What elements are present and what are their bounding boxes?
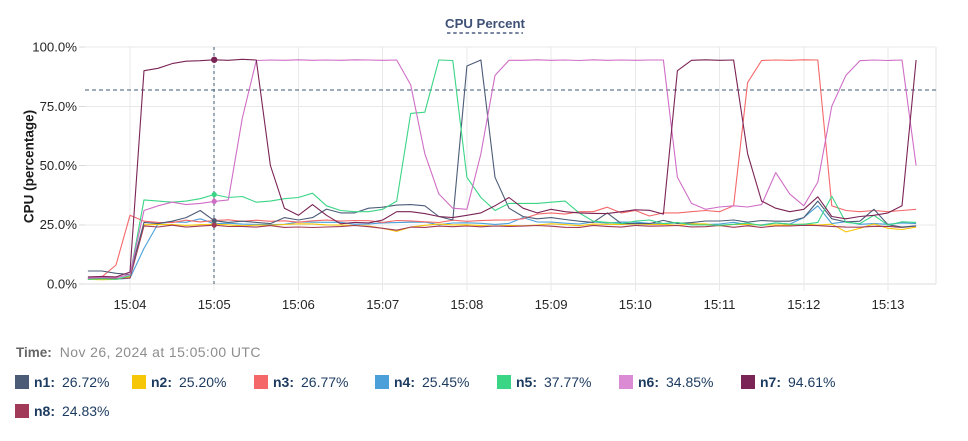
svg-text:15:09: 15:09 (535, 297, 568, 312)
svg-text:15:13: 15:13 (871, 297, 904, 312)
svg-text:15:10: 15:10 (619, 297, 652, 312)
svg-text:15:12: 15:12 (787, 297, 820, 312)
svg-text:75.0%: 75.0% (40, 99, 78, 114)
svg-text:CPU Percent: CPU Percent (445, 16, 525, 31)
svg-text:0.0%: 0.0% (47, 277, 77, 292)
svg-text:15:11: 15:11 (703, 297, 735, 312)
svg-text:15:06: 15:06 (282, 297, 315, 312)
svg-text:15:08: 15:08 (450, 297, 483, 312)
svg-text:CPU (percentage): CPU (percentage) (22, 110, 37, 223)
svg-text:15:04: 15:04 (113, 297, 146, 312)
svg-text:15:07: 15:07 (366, 297, 399, 312)
svg-text:100.0%: 100.0% (32, 40, 77, 55)
svg-text:15:05: 15:05 (198, 297, 231, 312)
svg-text:25.0%: 25.0% (40, 217, 78, 232)
svg-text:50.0%: 50.0% (40, 158, 78, 173)
